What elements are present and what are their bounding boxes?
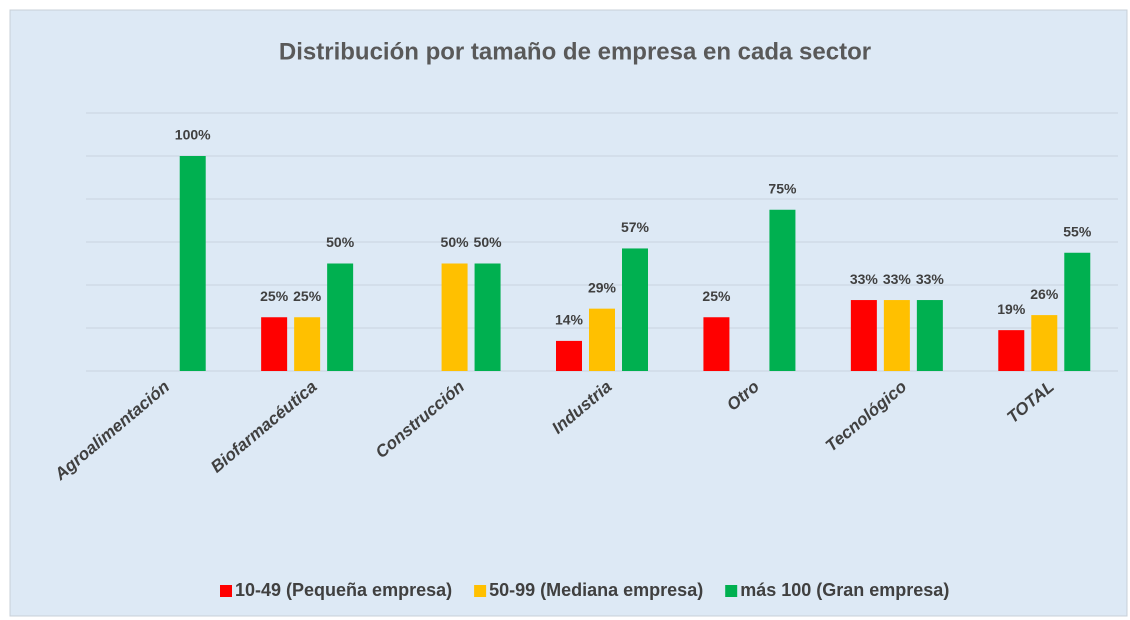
bar	[556, 340, 582, 371]
data-label: 75%	[768, 180, 797, 196]
data-label: 33%	[883, 271, 912, 287]
bar	[261, 317, 288, 371]
data-label: 50%	[326, 234, 355, 250]
bar	[883, 300, 910, 371]
legend-label: 50-99 (Mediana empresa)	[489, 580, 703, 600]
data-label: 50%	[474, 234, 503, 250]
bar	[179, 156, 206, 371]
bar	[769, 209, 796, 371]
bar	[589, 308, 615, 371]
legend-swatch	[220, 585, 232, 597]
bar	[850, 300, 877, 371]
bar	[1031, 315, 1058, 371]
data-label: 25%	[293, 288, 322, 304]
data-label: 25%	[702, 288, 731, 304]
data-label: 55%	[1063, 223, 1092, 239]
bar	[474, 263, 501, 371]
legend-swatch	[725, 585, 738, 597]
bar	[622, 248, 648, 371]
bar	[294, 317, 321, 371]
data-label: 14%	[555, 312, 584, 328]
data-label: 50%	[441, 234, 470, 250]
data-label: 26%	[1030, 286, 1059, 302]
data-label: 19%	[997, 301, 1026, 317]
bar	[998, 330, 1025, 371]
legend-label: más 100 (Gran empresa)	[740, 580, 949, 600]
bar	[441, 263, 468, 371]
legend-label: 10-49 (Pequeña empresa)	[235, 580, 452, 600]
bar	[916, 300, 943, 371]
data-label: 33%	[850, 271, 879, 287]
data-label: 57%	[621, 219, 650, 235]
bar	[327, 263, 354, 371]
data-label: 33%	[916, 271, 945, 287]
bar	[703, 317, 730, 371]
data-label: 29%	[588, 279, 617, 295]
bar	[1064, 252, 1091, 371]
data-label: 100%	[175, 127, 211, 143]
chart-title: Distribución por tamaño de empresa en ca…	[279, 38, 871, 65]
legend-swatch	[474, 585, 487, 597]
data-label: 25%	[260, 288, 289, 304]
